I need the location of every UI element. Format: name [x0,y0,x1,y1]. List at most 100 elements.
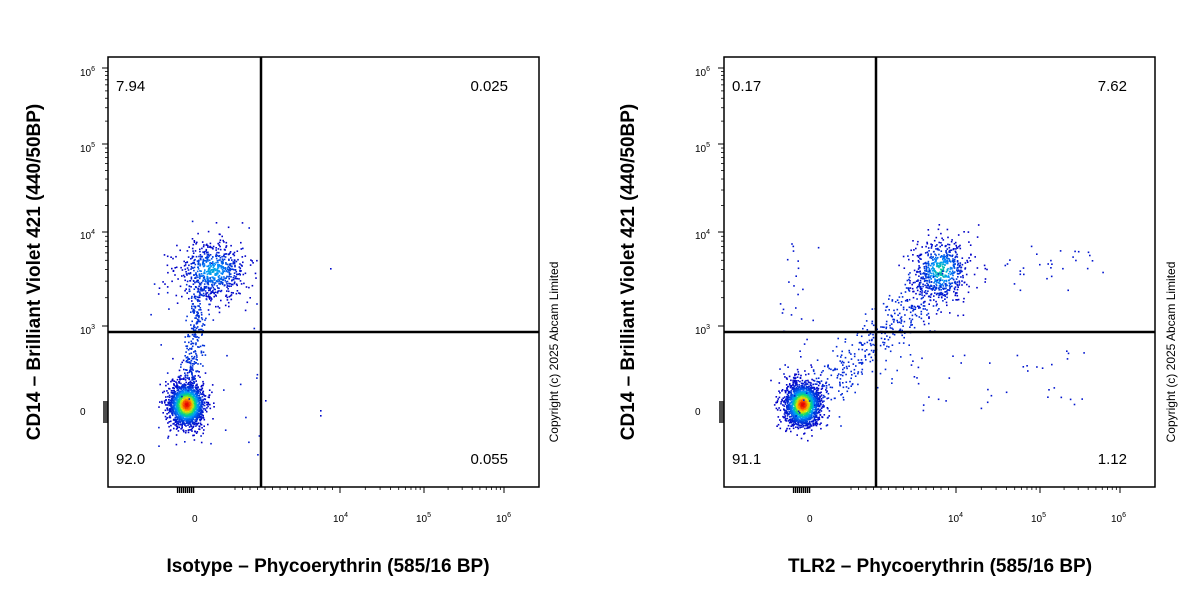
event-dot [210,291,212,293]
event-dot [191,303,194,305]
event-dot [206,277,208,280]
event-dot [192,252,195,254]
event-dot [803,394,805,396]
event-dot [945,254,948,256]
event-dot [199,276,201,278]
event-dot [207,265,209,268]
event-dot [187,403,190,406]
event-dot [176,408,178,410]
event-dot [191,255,194,258]
event-dot [173,389,175,392]
event-dot [189,399,191,401]
event-dot [191,409,194,412]
event-dot [788,375,791,378]
event-dot [945,252,948,254]
event-dot [775,407,778,410]
event-dot [175,294,178,297]
event-dot [817,387,820,390]
event-dot [209,295,211,298]
event-dot [251,284,254,287]
event-dot [799,392,802,395]
event-dot [196,318,199,321]
event-dot [209,242,212,245]
event-dot [789,412,792,414]
event-dot [192,406,194,408]
event-dot [255,277,257,279]
quadrant-top-left: 7.94 [116,78,145,95]
event-dot [950,240,953,243]
event-dot [816,408,818,411]
event-dot [170,406,173,409]
event-dot [799,388,801,391]
event-dot [203,263,206,265]
event-dot [210,264,212,267]
event-dot [791,418,794,420]
event-dot [916,289,919,292]
event-dot [229,263,231,265]
event-dot [188,358,191,360]
event-dot [166,255,169,258]
event-dot [813,418,816,421]
event-dot [956,284,959,287]
event-dot [228,272,231,274]
event-dot [812,392,814,394]
event-dot [189,272,192,275]
event-dot [804,415,807,417]
event-dot [939,265,942,268]
event-dot [947,236,949,239]
event-dot [805,390,807,392]
event-dot [808,426,811,429]
event-dot [826,397,828,400]
event-dot [202,329,204,332]
event-dot [172,389,174,392]
event-dot [916,243,919,246]
event-dot [946,262,949,265]
event-dot [192,243,195,246]
event-dot [780,421,782,423]
event-dot [225,277,227,279]
event-dot [791,419,793,421]
event-dot [190,416,193,418]
event-dot [210,297,212,299]
event-dot [942,260,945,262]
event-dot [796,398,799,401]
event-dot [927,247,930,249]
event-dot [233,272,236,274]
event-dot [797,394,800,397]
event-dot [205,260,208,262]
event-dot [793,419,796,422]
event-dot [193,389,196,392]
event-dot [201,354,204,356]
event-dot [814,398,816,401]
event-dot [786,411,788,414]
event-dot [228,282,230,285]
event-dot [926,242,929,245]
event-dot [779,427,782,430]
event-dot [937,281,939,284]
event-dot [917,259,920,262]
event-dot [215,261,217,264]
event-dot [168,421,171,423]
event-dot [190,414,193,417]
event-dot [190,324,192,326]
event-dot [192,255,195,258]
event-dot [934,286,936,288]
y-tick-label-1e6: 106 [80,66,95,79]
event-dot [200,352,203,354]
event-dot [170,401,173,403]
event-dot [206,403,208,406]
event-dot [924,279,926,282]
event-dot [192,327,194,330]
event-dot [194,416,196,418]
event-dot [199,293,201,295]
event-dot [170,391,173,394]
event-dot [952,258,954,260]
event-dot [244,255,247,257]
event-dot [798,404,801,406]
event-dot [196,299,199,301]
event-dot [186,250,189,252]
event-dot [185,391,188,393]
event-dot [181,391,184,393]
event-dot [180,266,182,269]
event-dot [186,399,188,401]
